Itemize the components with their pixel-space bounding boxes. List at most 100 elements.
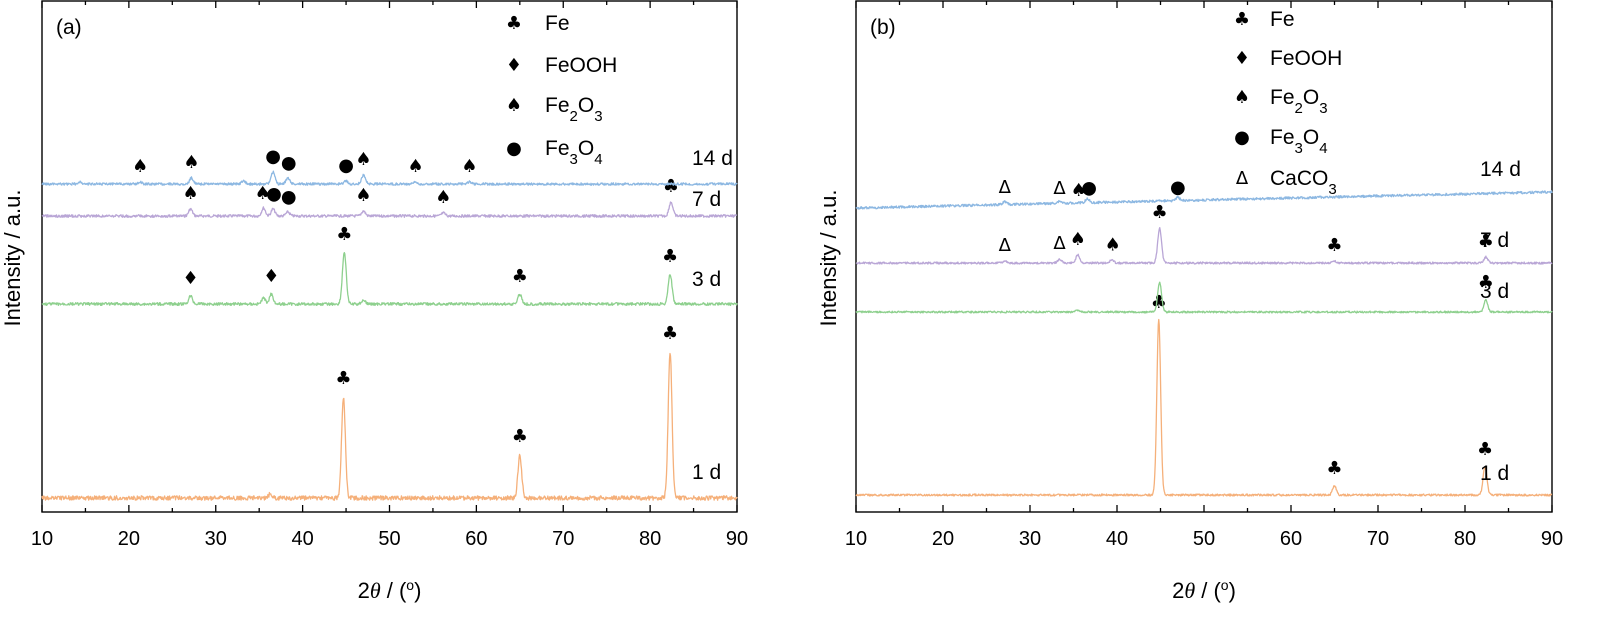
series-line bbox=[41, 352, 738, 501]
phase-marker-icon: ♦ bbox=[182, 268, 198, 289]
phase-marker-icon: Δ bbox=[999, 177, 1012, 198]
y-axis-title: Intensity / a.u. bbox=[816, 190, 841, 327]
x-tick-label: 40 bbox=[1106, 528, 1128, 550]
legend-label: CaCO3 bbox=[1270, 167, 1337, 198]
phase-marker-icon: ♠ bbox=[355, 149, 371, 170]
phase-marker-icon: ♣ bbox=[1152, 202, 1168, 223]
series-label: 14 d bbox=[1480, 158, 1521, 181]
legend-entry: ♠ Fe2O3 bbox=[506, 94, 603, 125]
x-tick-label: 50 bbox=[378, 528, 400, 550]
legend-symbol-icon: Δ bbox=[1236, 168, 1249, 189]
panel-b: 10 20 30 40 50 60 70 80 90 2θ / (o) Intensity / a.… bbox=[816, 0, 1563, 603]
legend-symbol-icon: ♦ bbox=[506, 55, 522, 76]
x-tick-label: 30 bbox=[1019, 528, 1041, 550]
series-line bbox=[41, 201, 738, 218]
series-label: 1 d bbox=[692, 461, 721, 484]
series-line bbox=[41, 170, 738, 186]
series-3d: ♣ 3 d bbox=[855, 272, 1553, 314]
phase-marker-icon: ♣ bbox=[512, 266, 528, 287]
series-label: 14 d bbox=[692, 147, 733, 170]
x-tick-label: 80 bbox=[639, 528, 661, 550]
panel-label: (b) bbox=[870, 16, 896, 39]
phase-marker-icon: ♠ bbox=[183, 152, 199, 173]
phase-marker-icon: ♠ bbox=[255, 183, 271, 204]
series-7d: ♠ ♠● ● ♠ ♠♣7 d bbox=[41, 176, 738, 218]
series-label: 1 d bbox=[1480, 462, 1509, 485]
x-tick-label: 40 bbox=[292, 528, 314, 550]
x-tick-label: 90 bbox=[726, 528, 748, 550]
panel-label: (a) bbox=[56, 16, 82, 39]
series-label: 3 d bbox=[1480, 280, 1509, 303]
phase-marker-icon: ● bbox=[265, 146, 281, 167]
legend-symbol-icon: ● bbox=[1234, 127, 1250, 148]
x-tick-label: 60 bbox=[1280, 528, 1302, 550]
legend-symbol-icon: ♠ bbox=[1234, 87, 1250, 108]
series-3d: ♦ ♦ ♣ ♣ ♣ 3 d bbox=[41, 224, 738, 307]
plot-frame bbox=[855, 0, 1553, 513]
phase-marker-icon: Δ bbox=[1053, 233, 1066, 254]
legend-entry: ● Fe3O4 bbox=[1234, 126, 1327, 157]
legend-symbol-icon: ♠ bbox=[506, 95, 522, 116]
phase-marker-icon: ♣ bbox=[335, 368, 351, 389]
legend-label: FeOOH bbox=[545, 54, 617, 77]
phase-marker-icon: ♠ bbox=[182, 183, 198, 204]
x-tick-label: 80 bbox=[1454, 528, 1476, 550]
series-line bbox=[855, 281, 1553, 314]
phase-marker-icon: ♣ bbox=[1326, 458, 1342, 479]
legend-label: Fe bbox=[545, 12, 570, 35]
phase-marker-icon: ♣ bbox=[512, 426, 528, 447]
x-tick-label: 10 bbox=[845, 528, 867, 550]
phase-marker-icon: ● bbox=[338, 155, 354, 176]
phase-marker-icon: ♠ bbox=[461, 156, 477, 177]
x-tick-label: 30 bbox=[205, 528, 227, 550]
phase-marker-icon: ♠ bbox=[435, 187, 451, 208]
x-tick-label: 60 bbox=[465, 528, 487, 550]
series-line bbox=[855, 318, 1553, 497]
phase-marker-icon: ♣ bbox=[663, 176, 679, 197]
phase-marker-icon: ♣ bbox=[336, 224, 352, 245]
x-tick-label: 90 bbox=[1541, 528, 1563, 550]
phase-marker-icon: ● bbox=[281, 186, 297, 207]
phase-marker-icon: ♣ bbox=[1477, 439, 1493, 460]
x-axis-title: 2θ / (o) bbox=[1172, 577, 1236, 603]
series-7d: Δ Δ ♠ ♠♣♣ ♣7 d bbox=[855, 202, 1553, 265]
legend-symbol-icon: ♣ bbox=[506, 13, 522, 34]
phase-marker-icon: ♣ bbox=[1326, 235, 1342, 256]
plot-frame bbox=[41, 0, 738, 513]
phase-marker-icon: ● bbox=[1081, 177, 1097, 198]
series-14d: Δ Δ ♠● ●14 d bbox=[855, 158, 1553, 210]
legend-symbol-icon: ♦ bbox=[1234, 48, 1250, 69]
series-line bbox=[855, 190, 1553, 210]
legend-label: FeOOH bbox=[1270, 47, 1342, 70]
phase-marker-icon: ● bbox=[281, 153, 297, 174]
series-label: 7 d bbox=[1480, 229, 1509, 252]
series-label: 7 d bbox=[692, 188, 721, 211]
series-1d: ♣♣♣1 d bbox=[855, 292, 1553, 497]
phase-marker-icon: ♠ bbox=[1071, 180, 1087, 201]
x-tick-label: 20 bbox=[118, 528, 140, 550]
legend-label: Fe2O3 bbox=[1270, 86, 1328, 117]
legend-label: Fe bbox=[1270, 8, 1295, 31]
legend-entry: ♣ Fe bbox=[506, 12, 570, 35]
series-14d: ♠ ♠ ● ● ● ♠ ♠ ♠ 14 d bbox=[41, 146, 738, 186]
phase-marker-icon: ♠ bbox=[132, 156, 148, 177]
phase-marker-icon: ♦ bbox=[263, 266, 279, 287]
phase-marker-icon: Δ bbox=[1053, 178, 1066, 199]
phase-marker-icon: ♣ bbox=[1478, 231, 1494, 252]
series-label: 3 d bbox=[692, 268, 721, 291]
legend-entry: ♠ Fe2O3 bbox=[1234, 86, 1328, 117]
legend-symbol-icon: ● bbox=[506, 138, 522, 159]
legend-entry: Δ CaCO3 bbox=[1236, 167, 1337, 198]
phase-marker-icon: ♠ bbox=[407, 156, 423, 177]
series-line bbox=[41, 252, 738, 307]
series-1d: ♣♣♣1 d bbox=[41, 323, 738, 501]
series-line bbox=[855, 227, 1553, 265]
legend-entry: ● Fe3O4 bbox=[506, 137, 602, 168]
phase-marker-icon: ♠ bbox=[1070, 229, 1086, 250]
x-axis-title: 2θ / (o) bbox=[358, 577, 422, 603]
x-tick-label: 10 bbox=[31, 528, 53, 550]
y-axis-title: Intensity / a.u. bbox=[0, 190, 25, 327]
phase-marker-icon: ♠ bbox=[1105, 234, 1121, 255]
phase-marker-icon: ♣ bbox=[1151, 292, 1167, 313]
